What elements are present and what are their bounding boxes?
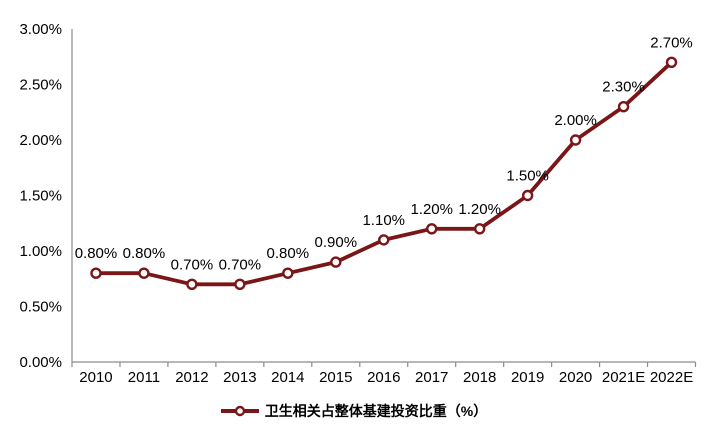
x-tick-label: 2022E [650, 369, 693, 386]
legend: 卫生相关占整体基建投资比重（%） [0, 402, 707, 420]
x-tick-label: 2016 [367, 369, 400, 386]
x-tick-label: 2015 [319, 369, 352, 386]
data-point-label: 0.70% [171, 256, 214, 273]
data-point-marker [617, 100, 630, 113]
data-point-label: 2.30% [602, 79, 645, 96]
x-tick-label: 2020 [559, 369, 592, 386]
y-tick-label: 0.00% [19, 354, 62, 371]
data-point-label: 1.20% [410, 201, 453, 218]
data-point-label: 0.80% [123, 245, 166, 262]
y-tick-label: 3.00% [19, 21, 62, 38]
data-point-label: 1.50% [506, 168, 549, 185]
data-point-label: 2.00% [554, 112, 597, 129]
data-point-marker [186, 278, 198, 290]
data-point-label: 0.90% [315, 234, 358, 251]
x-tick-label: 2017 [415, 369, 448, 386]
x-tick-label: 2021E [602, 369, 645, 386]
data-point-marker [234, 278, 246, 290]
legend-label: 卫生相关占整体基建投资比重（%） [264, 403, 488, 419]
x-tick-label: 2010 [79, 369, 112, 386]
x-tick-label: 2019 [511, 369, 544, 386]
data-point-label: 1.20% [458, 201, 501, 218]
y-tick-label: 2.00% [19, 132, 62, 149]
data-point-label: 1.10% [362, 212, 405, 229]
legend-line-marker-icon [220, 405, 259, 417]
x-tick-label: 2012 [175, 369, 208, 386]
data-point-marker [330, 256, 342, 268]
data-point-label: 2.70% [650, 34, 693, 51]
data-point-marker [473, 223, 486, 235]
x-tick-label: 2011 [128, 369, 160, 386]
y-tick-label: 1.50% [19, 188, 62, 205]
data-point-marker [282, 267, 294, 279]
data-point-label: 0.80% [267, 245, 310, 262]
data-point-marker [138, 267, 150, 279]
data-point-marker [665, 56, 678, 68]
data-point-marker [90, 267, 102, 279]
legend-marker-circle [234, 405, 245, 417]
y-tick-label: 1.00% [19, 243, 62, 260]
y-tick-label: 0.50% [19, 299, 62, 316]
x-tick-label: 2018 [463, 369, 496, 386]
series-line [94, 60, 674, 287]
y-tick-label: 2.50% [19, 77, 62, 94]
data-point-marker [426, 223, 438, 235]
x-tick-label: 2013 [223, 369, 256, 386]
x-tick-label: 2014 [271, 369, 304, 386]
data-point-marker [378, 234, 390, 246]
data-point-marker [521, 189, 534, 202]
data-point-label: 0.80% [75, 245, 118, 262]
data-point-marker [569, 134, 582, 146]
data-point-label: 0.70% [219, 256, 262, 273]
